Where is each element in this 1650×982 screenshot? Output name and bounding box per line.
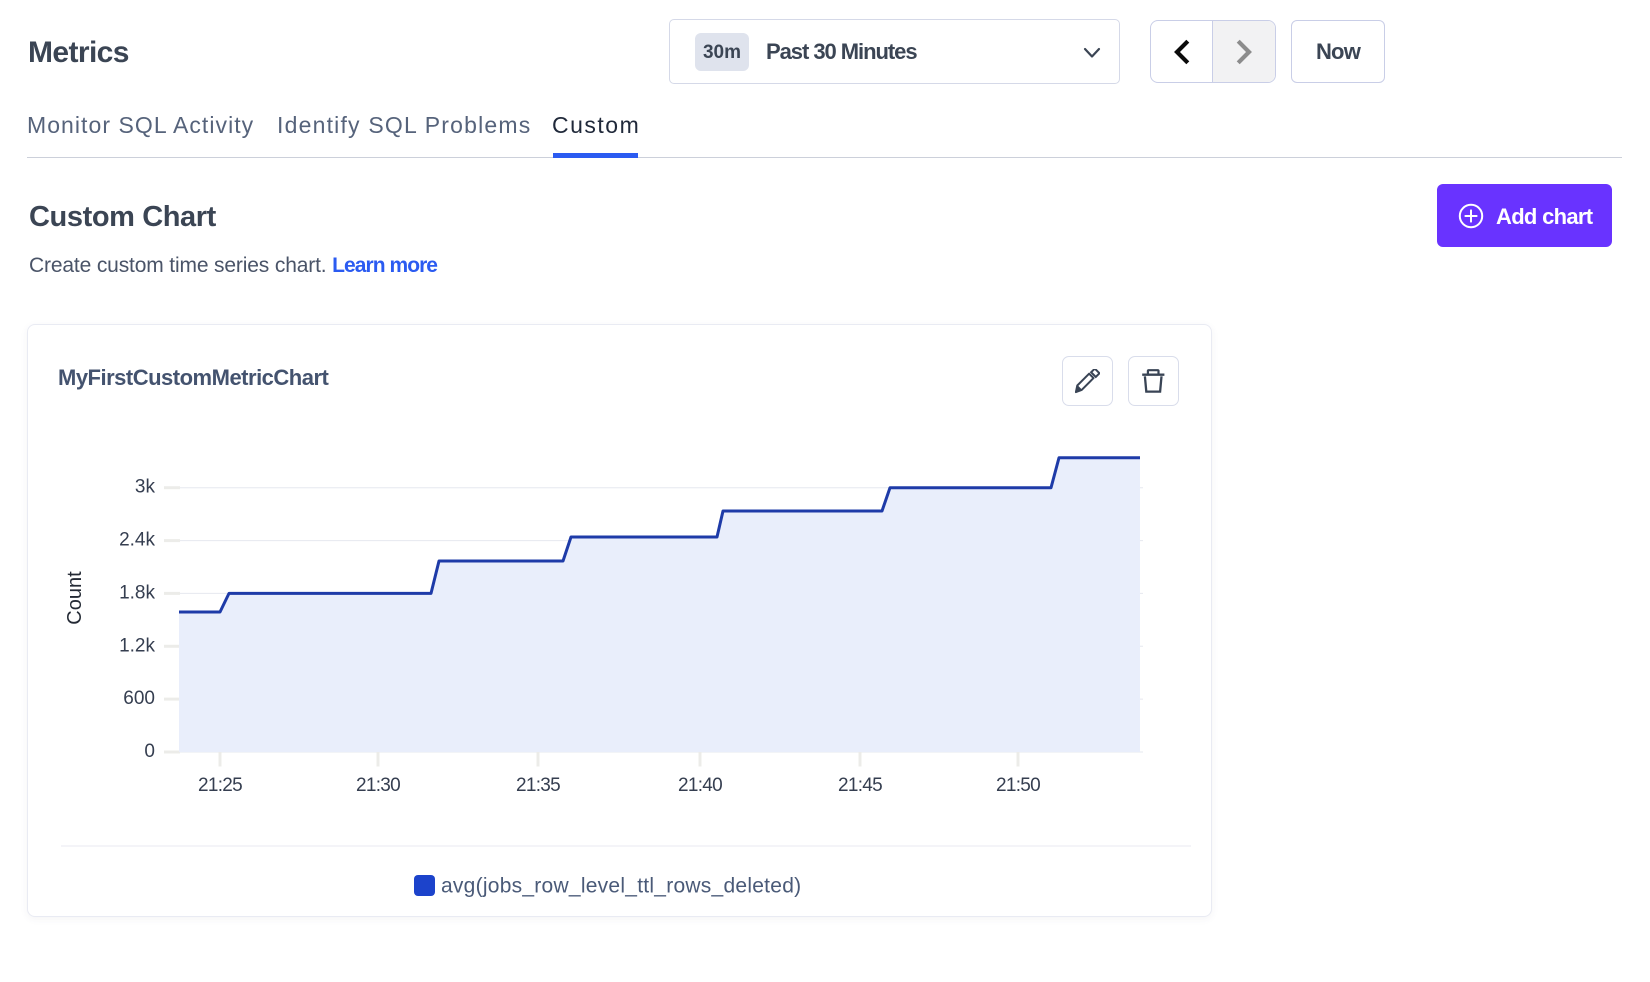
svg-text:21:45: 21:45 <box>838 775 882 796</box>
svg-text:3k: 3k <box>135 477 156 498</box>
svg-text:2.4k: 2.4k <box>119 530 155 551</box>
svg-text:1.2k: 1.2k <box>119 635 155 656</box>
svg-text:1.8k: 1.8k <box>119 582 155 603</box>
svg-text:600: 600 <box>123 688 155 709</box>
svg-text:21:40: 21:40 <box>678 775 722 796</box>
svg-text:Count: Count <box>64 571 86 625</box>
svg-text:21:30: 21:30 <box>356 775 400 796</box>
svg-text:21:50: 21:50 <box>996 775 1040 796</box>
svg-text:21:25: 21:25 <box>198 775 242 796</box>
svg-text:avg(jobs_row_level_ttl_rows_de: avg(jobs_row_level_ttl_rows_deleted) <box>441 875 801 898</box>
svg-text:21:35: 21:35 <box>516 775 560 796</box>
svg-text:0: 0 <box>144 741 155 762</box>
